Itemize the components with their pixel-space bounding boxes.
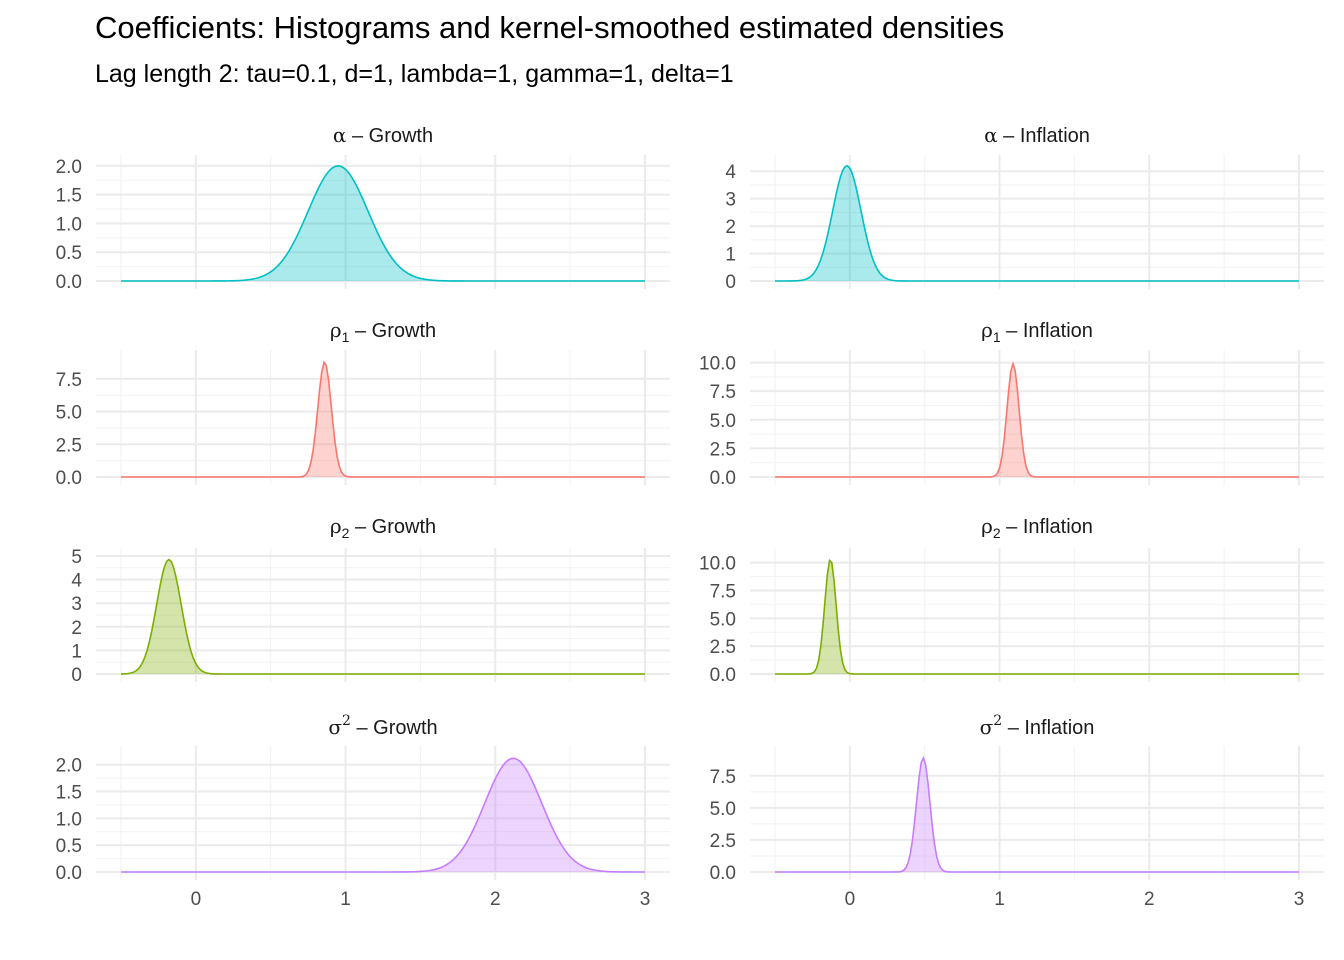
density-area	[775, 560, 1299, 674]
density-area	[121, 165, 645, 281]
panel-rho1-inflation: 0.0 2.5 5.0 7.5 10.0 ρ1 – Inflation	[699, 318, 1324, 489]
y-tick-label: 1.5	[56, 783, 82, 804]
y-tick-label: 2.5	[710, 831, 736, 852]
chart-subtitle: Lag length 2: tau=0.1, d=1, lambda=1, ga…	[95, 60, 734, 88]
y-tick-label: 2	[71, 618, 82, 639]
panel-rho1-growth: 0.0 2.5 5.0 7.5 ρ1 – Growth	[56, 318, 670, 489]
y-tick-label: 1.5	[56, 186, 82, 207]
strip-label: ρ1 – Growth	[330, 318, 436, 345]
y-tick-label: 2.5	[710, 637, 736, 658]
density-line	[120, 558, 645, 675]
y-tick-label: 5.0	[56, 403, 82, 424]
panel-rho2-inflation: 0.0 2.5 5.0 7.5 10.0 ρ2 – Inflation	[699, 514, 1324, 686]
panel-rho2-growth: 0 12 34 5 ρ2 – Growth	[71, 514, 670, 686]
y-tick-label: 0.0	[710, 863, 736, 884]
density-line	[775, 558, 1299, 675]
y-tick-label: 0.0	[710, 468, 736, 489]
y-tick-label: 10.0	[699, 354, 736, 375]
density-line	[121, 360, 645, 478]
density-area	[121, 559, 645, 674]
strip-label: ρ1 – Inflation	[981, 318, 1093, 345]
density-line	[121, 757, 645, 873]
y-tick-label: 3	[71, 594, 82, 615]
y-tick-label: 2.0	[56, 157, 82, 178]
y-tick-label: 0.0	[710, 665, 736, 686]
chart-title: Coefficients: Histograms and kernel-smoo…	[95, 10, 1005, 45]
y-tick-label: 5	[71, 547, 82, 568]
x-tick-label: 0	[191, 889, 202, 910]
density-line	[775, 755, 1299, 873]
strip-label: ρ2 – Growth	[330, 514, 436, 541]
x-tick-label: 3	[640, 889, 651, 910]
x-tick-label: 1	[340, 889, 351, 910]
y-tick-label: 2.5	[710, 439, 736, 460]
panel-alpha-inflation: 0 1 2 3 4 α – Inflation	[725, 123, 1324, 293]
strip-label: α – Growth	[333, 123, 433, 147]
panel-alpha-growth: 0.0 0.5 1.0 1.5 2.0 α – Growth	[56, 123, 670, 293]
y-tick-label: 7.5	[56, 370, 82, 391]
y-tick-label: 4	[71, 571, 82, 592]
x-tick-label: 2	[1144, 889, 1155, 910]
y-tick-label: 2	[725, 217, 736, 238]
density-line	[775, 360, 1299, 478]
y-tick-label: 0.5	[56, 836, 82, 857]
y-tick-label: 2.0	[56, 756, 82, 777]
y-tick-label: 1	[725, 245, 736, 266]
panel-sigma2-growth: 0.0 0.5 1.0 1.5 2.0 0 1 2 3 σ2 – Growth	[56, 713, 670, 910]
y-tick-label: 1.0	[56, 214, 82, 235]
y-tick-label: 10.0	[699, 554, 736, 575]
y-tick-label: 0.0	[56, 272, 82, 293]
strip-label: σ2 – Growth	[328, 713, 437, 739]
strip-label: α – Inflation	[984, 123, 1090, 147]
x-tick-label: 2	[490, 889, 501, 910]
y-tick-label: 1.0	[56, 809, 82, 830]
y-tick-label: 2.5	[56, 435, 82, 456]
y-tick-label: 7.5	[710, 582, 736, 603]
y-tick-label: 5.0	[710, 609, 736, 630]
density-area	[775, 165, 1299, 281]
y-tick-label: 0	[725, 272, 736, 293]
density-line	[775, 164, 1299, 282]
strip-label: ρ2 – Inflation	[981, 514, 1093, 541]
x-tick-label: 1	[994, 889, 1005, 910]
y-tick-label: 7.5	[710, 767, 736, 788]
strip-label: σ2 – Inflation	[980, 713, 1095, 739]
y-tick-label: 0.5	[56, 243, 82, 264]
panel-sigma2-inflation: 0.0 2.5 5.0 7.5 0 1 2 3 σ2 – Inflation	[710, 713, 1324, 910]
y-tick-label: 0.0	[56, 468, 82, 489]
density-area	[121, 758, 645, 872]
x-tick-label: 3	[1294, 889, 1305, 910]
y-tick-label: 5.0	[710, 411, 736, 432]
x-tick-label: 0	[845, 889, 856, 910]
y-tick-label: 1	[71, 641, 82, 662]
y-tick-label: 4	[725, 162, 736, 183]
y-tick-label: 5.0	[710, 799, 736, 820]
y-tick-label: 3	[725, 190, 736, 211]
y-tick-label: 0	[71, 665, 82, 686]
density-line	[121, 165, 645, 282]
y-tick-label: 7.5	[710, 382, 736, 403]
y-tick-label: 0.0	[56, 863, 82, 884]
